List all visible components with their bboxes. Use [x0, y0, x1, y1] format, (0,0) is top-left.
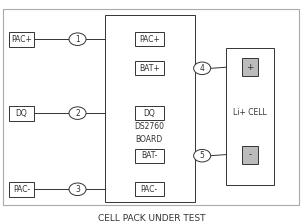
Circle shape — [69, 107, 86, 119]
Bar — [242, 58, 258, 76]
Text: 1: 1 — [75, 35, 80, 44]
Bar — [242, 146, 258, 164]
Text: BOARD: BOARD — [136, 136, 163, 144]
Bar — [226, 48, 274, 185]
Text: BAT+: BAT+ — [139, 64, 160, 73]
Text: Li+ CELL: Li+ CELL — [233, 108, 267, 116]
Bar — [135, 106, 164, 120]
Text: PAC-: PAC- — [141, 185, 158, 194]
Text: BAT-: BAT- — [141, 151, 157, 160]
Bar — [135, 61, 164, 75]
Text: 5: 5 — [200, 151, 205, 160]
Bar — [105, 15, 195, 202]
Text: DQ: DQ — [143, 109, 155, 118]
Bar — [9, 32, 34, 47]
Text: CELL PACK UNDER TEST: CELL PACK UNDER TEST — [98, 214, 206, 223]
Text: PAC+: PAC+ — [139, 35, 160, 44]
Text: 3: 3 — [75, 185, 80, 194]
Text: DS2760: DS2760 — [134, 122, 164, 131]
Text: 2: 2 — [75, 109, 80, 118]
Circle shape — [69, 33, 86, 45]
Circle shape — [69, 183, 86, 196]
Bar — [135, 32, 164, 46]
Bar — [9, 182, 34, 197]
Text: DQ: DQ — [16, 109, 27, 118]
Bar — [9, 106, 34, 121]
Bar — [135, 182, 164, 196]
Circle shape — [194, 62, 211, 75]
Circle shape — [194, 149, 211, 162]
Bar — [135, 149, 164, 163]
Text: -: - — [248, 150, 252, 159]
Text: 4: 4 — [200, 64, 205, 73]
Text: +: + — [246, 63, 254, 72]
Text: PAC+: PAC+ — [11, 35, 32, 44]
Text: PAC-: PAC- — [13, 185, 30, 194]
